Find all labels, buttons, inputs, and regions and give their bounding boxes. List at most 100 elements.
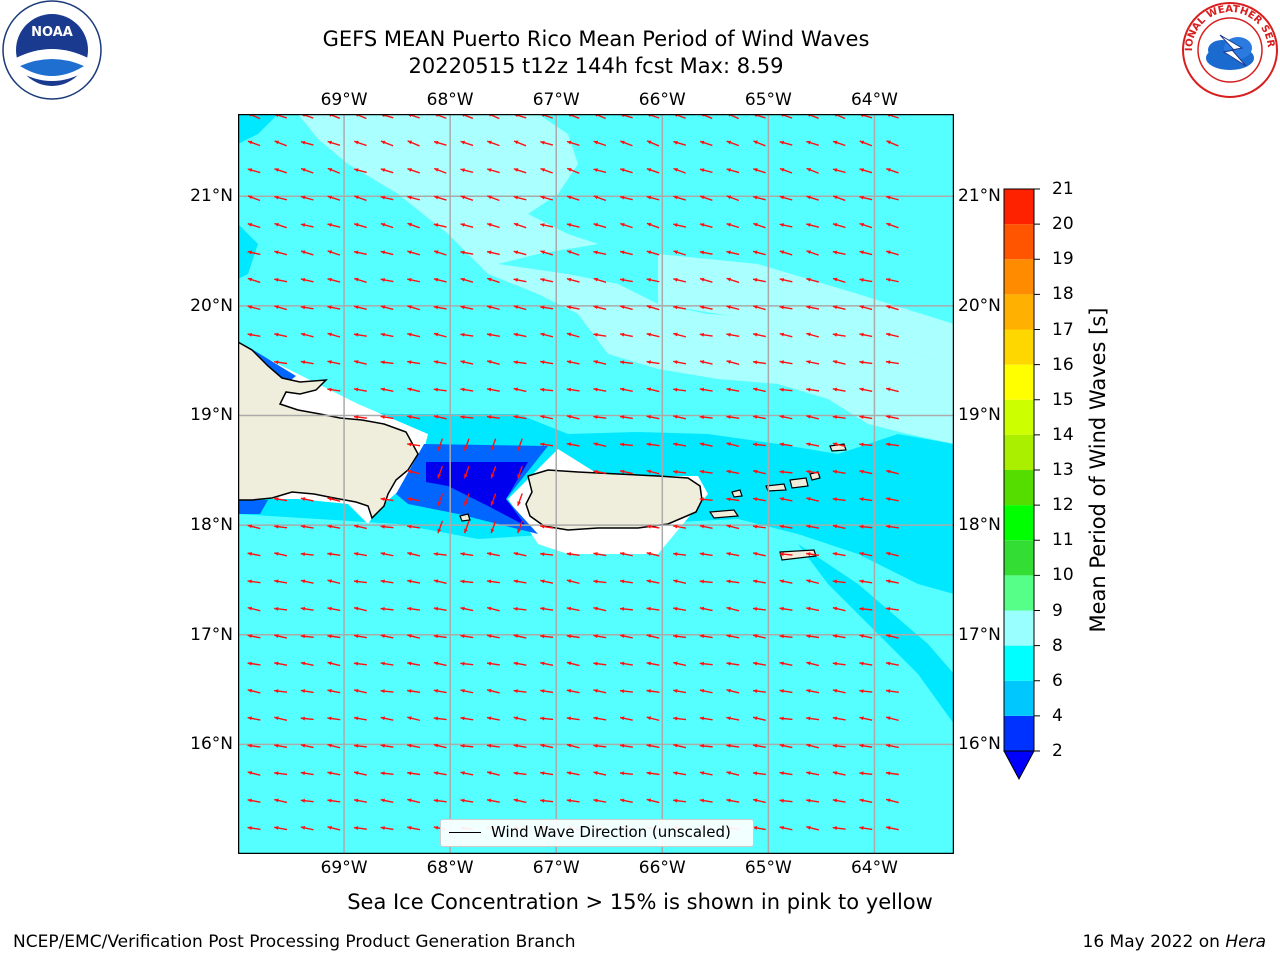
wave-direction-arrow (463, 520, 470, 534)
wave-direction-arrow (832, 277, 846, 283)
wave-direction-arrow (726, 743, 740, 748)
wave-direction-arrow (247, 168, 261, 174)
wave-direction-arrow (646, 305, 660, 311)
lon-label-bottom: 64°W (850, 858, 898, 878)
wave-direction-arrow (380, 497, 394, 502)
wave-direction-arrow (513, 689, 527, 694)
wave-direction-arrow (885, 415, 899, 420)
lon-label-bottom: 66°W (638, 858, 686, 878)
wave-direction-arrow (274, 661, 288, 666)
wave-direction-arrow (593, 223, 607, 229)
wave-direction-arrow (486, 661, 500, 666)
wave-direction-arrow (247, 195, 261, 202)
wave-direction-arrow (752, 579, 766, 584)
wave-direction-arrow (300, 579, 314, 584)
wave-direction-arrow (517, 465, 523, 479)
wave-direction-arrow (566, 332, 580, 338)
wave-direction-arrow (540, 771, 554, 776)
wave-direction-arrow (274, 579, 288, 584)
wave-direction-arrow (460, 168, 474, 174)
wave-direction-arrow (779, 469, 793, 474)
colorbar-tick-label: 19 (1052, 249, 1074, 270)
wave-direction-arrow (885, 661, 899, 666)
wave-direction-arrow (486, 332, 500, 338)
wave-direction-arrow (752, 551, 766, 557)
colorbar-tick-label: 2 (1052, 741, 1063, 761)
wave-direction-arrow (460, 305, 474, 310)
land-puerto-rico (525, 469, 703, 531)
wave-direction-arrow (832, 223, 846, 229)
wave-direction-arrow (806, 743, 820, 749)
wave-direction-arrow (300, 716, 314, 721)
wave-direction-arrow (859, 826, 873, 831)
wave-direction-arrow (540, 579, 554, 584)
wave-direction-arrow (274, 195, 288, 201)
wave-direction-arrow (646, 634, 660, 639)
legend-line-swatch (449, 832, 481, 833)
wave-direction-arrow (460, 579, 474, 584)
wave-direction-arrow (752, 771, 766, 776)
wave-direction-arrow (779, 579, 793, 584)
wave-direction-arrow (353, 688, 367, 694)
wave-direction-arrow (699, 140, 713, 147)
wave-direction-arrow (646, 250, 660, 256)
wave-direction-arrow (327, 743, 341, 749)
wave-direction-arrow (433, 223, 447, 228)
wave-direction-arrow (593, 798, 607, 803)
lon-label-bottom: 69°W (320, 858, 368, 878)
wave-direction-arrow (699, 688, 713, 694)
lat-label-right: 17°N (958, 624, 1001, 645)
wave-direction-arrow (353, 661, 367, 666)
wave-direction-arrow (752, 469, 766, 475)
wave-direction-arrow (300, 689, 314, 694)
wave-direction-arrow (886, 140, 899, 147)
wave-direction-arrow (832, 250, 846, 256)
wave-direction-arrow (806, 524, 820, 529)
wave-direction-arrow (646, 277, 660, 283)
wave-direction-arrow (327, 305, 341, 310)
wave-direction-arrow (619, 716, 633, 721)
wave-direction-arrow (832, 497, 846, 502)
wave-direction-arrow (885, 305, 899, 311)
wave-direction-arrow (699, 524, 713, 530)
wave-direction-arrow (353, 168, 367, 174)
wave-direction-arrow (726, 497, 740, 502)
wave-direction-arrow (513, 415, 527, 420)
wave-direction-arrow (433, 414, 447, 420)
wave-direction-arrow (300, 661, 314, 667)
wave-direction-arrow (460, 798, 474, 803)
wave-direction-arrow (486, 168, 500, 174)
wave-direction-arrow (540, 140, 554, 146)
ocean-4-6-region-east (878, 444, 954, 524)
wave-direction-arrow (886, 222, 899, 229)
wave-direction-arrow (354, 195, 367, 202)
lat-label-right: 16°N (958, 734, 1001, 755)
wave-direction-arrow (566, 689, 580, 694)
island-mona (459, 513, 471, 522)
island-culebra (731, 489, 743, 498)
wave-direction-arrow (353, 798, 367, 803)
wave-direction-arrow (353, 223, 367, 229)
wave-direction-arrow (619, 168, 633, 174)
wave-direction-arrow (300, 360, 314, 365)
wave-direction-arrow (752, 689, 766, 694)
colorbar-segment (1004, 715, 1034, 751)
ocean-lt2-mona (426, 462, 528, 526)
wave-direction-arrow (806, 716, 820, 721)
wave-direction-arrow (593, 579, 607, 584)
wave-direction-arrow (699, 305, 713, 310)
wave-direction-arrow (300, 195, 314, 201)
wave-direction-arrow (593, 469, 607, 475)
wave-direction-arrow (593, 661, 607, 666)
wave-direction-arrow (437, 438, 444, 452)
wave-direction-arrow (353, 250, 367, 256)
wave-direction-arrow (832, 415, 846, 420)
wave-direction-arrow (832, 469, 846, 475)
wave-direction-arrow (593, 168, 607, 174)
wave-direction-arrow (380, 387, 394, 393)
wave-direction-arrow (566, 743, 580, 749)
wave-direction-arrow (752, 661, 766, 666)
wave-direction-arrow (619, 661, 633, 666)
wave-direction-arrow (407, 250, 421, 256)
wave-direction-arrow (885, 497, 899, 502)
